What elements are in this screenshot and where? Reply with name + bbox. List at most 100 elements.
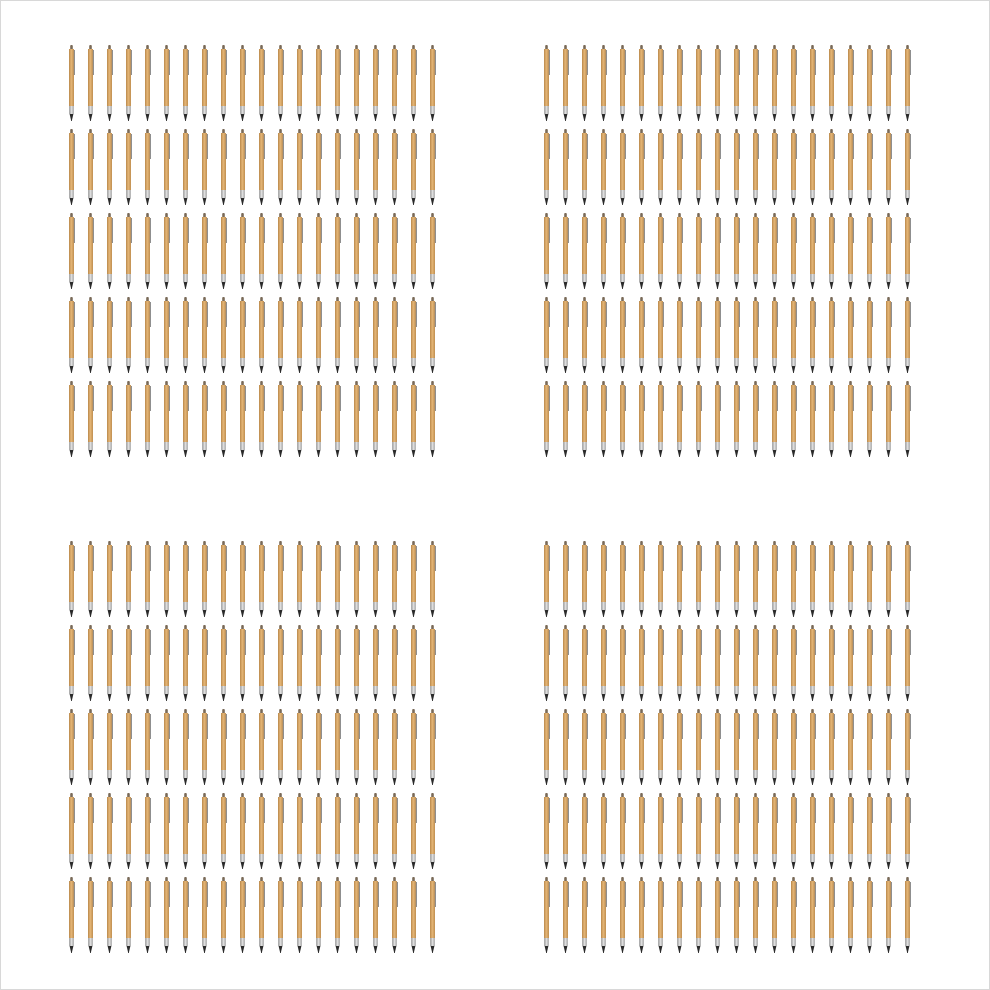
pen <box>885 625 893 701</box>
pen <box>866 213 874 289</box>
pen <box>771 709 779 785</box>
pen <box>144 297 151 373</box>
pen <box>277 45 284 121</box>
pen <box>600 625 608 701</box>
pen <box>68 625 76 701</box>
pen <box>144 793 151 869</box>
pen <box>372 297 379 373</box>
pen <box>619 213 627 289</box>
pen <box>106 793 114 869</box>
pen <box>828 213 836 289</box>
pen <box>752 709 760 785</box>
pen <box>277 213 284 289</box>
pen <box>239 297 246 373</box>
pen <box>125 541 132 617</box>
pen <box>847 381 855 457</box>
pen <box>182 45 189 121</box>
pen <box>410 877 417 953</box>
pen <box>201 297 208 373</box>
pen <box>809 877 817 953</box>
pen <box>220 709 227 785</box>
pen <box>714 877 722 953</box>
pen <box>676 297 684 373</box>
pen <box>657 297 665 373</box>
pen <box>828 45 836 121</box>
pen <box>714 381 722 457</box>
pen <box>619 45 627 121</box>
pen <box>600 541 608 617</box>
pen <box>790 541 798 617</box>
pen <box>163 129 170 205</box>
pen <box>581 45 589 121</box>
pen <box>87 213 95 289</box>
pen <box>733 877 741 953</box>
pen <box>296 213 303 289</box>
pen <box>410 541 417 617</box>
pen <box>410 381 417 457</box>
pen <box>676 541 684 617</box>
pen <box>391 793 398 869</box>
pen <box>828 877 836 953</box>
pen <box>600 213 608 289</box>
pen <box>315 793 322 869</box>
pen <box>106 709 114 785</box>
pen <box>866 877 874 953</box>
pen <box>258 709 265 785</box>
pen <box>676 793 684 869</box>
pen <box>315 381 322 457</box>
pen <box>638 297 646 373</box>
pen <box>87 709 95 785</box>
pen <box>771 297 779 373</box>
pen <box>258 213 265 289</box>
pen <box>885 877 893 953</box>
pen <box>68 129 76 205</box>
pen <box>144 45 151 121</box>
pen <box>144 625 151 701</box>
pen <box>106 45 114 121</box>
pen <box>809 625 817 701</box>
pen <box>334 45 341 121</box>
pen <box>638 381 646 457</box>
pen <box>562 129 570 205</box>
pen <box>904 625 912 701</box>
pen <box>885 381 893 457</box>
pen <box>885 793 893 869</box>
pen <box>68 877 76 953</box>
pen <box>163 381 170 457</box>
pen <box>809 129 817 205</box>
pen <box>106 877 114 953</box>
pen <box>543 129 551 205</box>
pen <box>182 297 189 373</box>
pen <box>277 709 284 785</box>
pen <box>372 709 379 785</box>
pen <box>334 541 341 617</box>
pen <box>220 877 227 953</box>
pen <box>353 541 360 617</box>
pen <box>296 45 303 121</box>
pen <box>866 541 874 617</box>
pen <box>220 45 227 121</box>
pen <box>581 541 589 617</box>
pen <box>353 381 360 457</box>
pen <box>239 129 246 205</box>
pen <box>790 381 798 457</box>
pen <box>125 213 132 289</box>
pen <box>676 129 684 205</box>
pen <box>315 541 322 617</box>
pen <box>904 297 912 373</box>
pen <box>239 213 246 289</box>
pen <box>353 297 360 373</box>
pen <box>334 709 341 785</box>
pen <box>182 709 189 785</box>
pen <box>809 297 817 373</box>
pen <box>106 129 114 205</box>
pen <box>904 541 912 617</box>
pen <box>87 793 95 869</box>
pen <box>733 625 741 701</box>
pen <box>87 625 95 701</box>
pen <box>733 129 741 205</box>
pen <box>68 213 76 289</box>
pen <box>847 213 855 289</box>
pen <box>695 625 703 701</box>
pen <box>581 625 589 701</box>
